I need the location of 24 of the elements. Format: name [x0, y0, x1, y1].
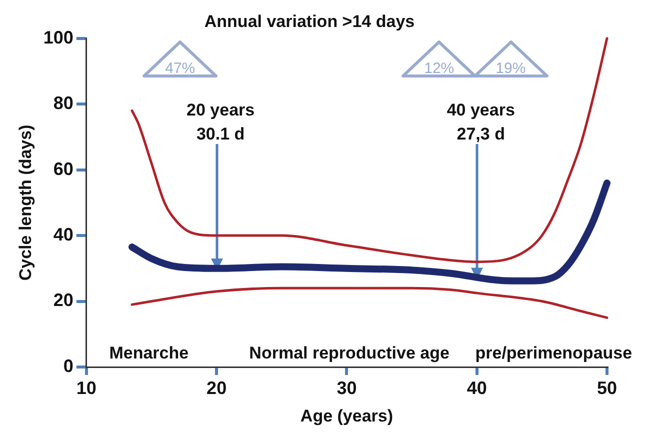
- x-tick-label: 30: [336, 378, 357, 398]
- annotation: Menarche: [109, 344, 189, 363]
- x-tick-label: 20: [206, 378, 227, 398]
- line-series: [130, 37, 608, 264]
- annotation: 40 years 27,3 d: [446, 100, 515, 144]
- y-tick-label: 100: [43, 27, 74, 48]
- y-tick-label: 20: [53, 290, 74, 310]
- annotation: pre/perimenopause: [475, 344, 632, 363]
- y-tick-label: 60: [53, 158, 74, 179]
- annotation: 47%: [165, 60, 196, 77]
- annotation: Normal reproductive age: [249, 344, 450, 363]
- annotation: 20 years 30.1 d: [186, 100, 255, 144]
- y-tick-label: 40: [53, 224, 74, 245]
- x-tick-label: 50: [596, 378, 618, 398]
- y-tick-label: 0: [63, 356, 74, 376]
- x-tick-label: 40: [466, 378, 487, 398]
- chart-title: Annual variation >14 days: [204, 12, 415, 31]
- x-axis-title: Age (years): [300, 406, 394, 426]
- y-axis-title: Cycle length (days): [16, 124, 35, 281]
- annotation: 12%: [424, 60, 454, 77]
- y-tick-label: 80: [53, 93, 74, 114]
- line-series: [130, 286, 608, 319]
- annotation: 19%: [496, 60, 526, 77]
- x-tick-label: 10: [76, 378, 96, 398]
